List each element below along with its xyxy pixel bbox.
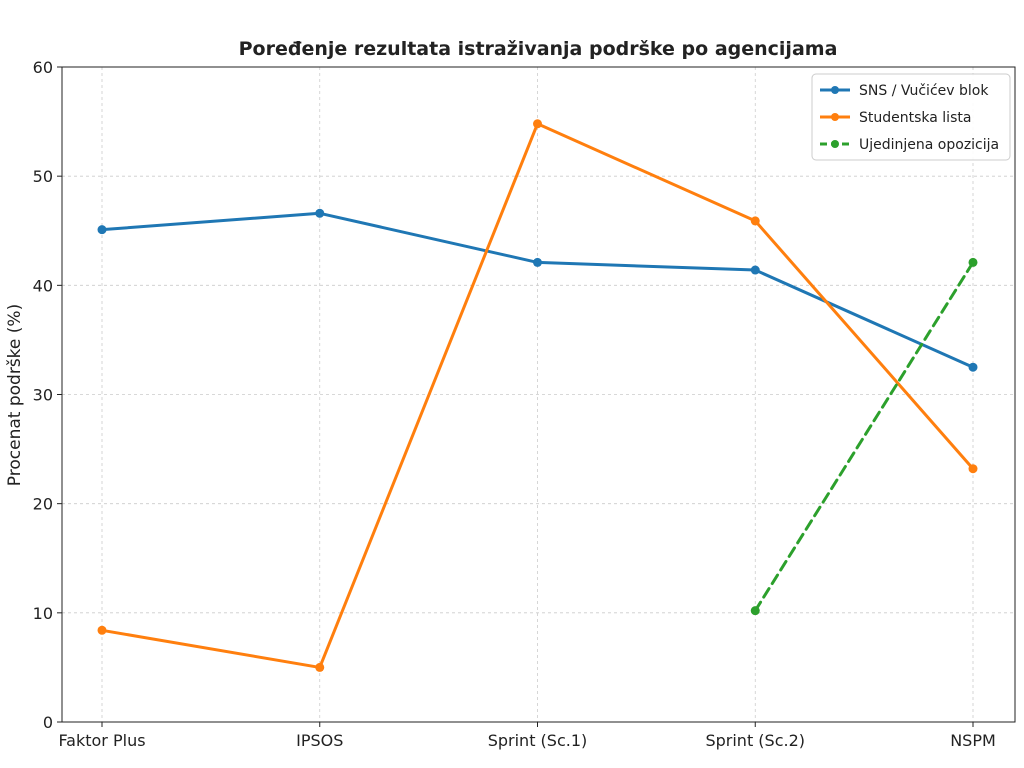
legend-box xyxy=(811,73,1011,161)
x-ticks: Faktor Plus IPSOS Sprint (Sc.1) Sprint (Sc.… xyxy=(58,722,996,750)
data-point xyxy=(968,257,978,267)
data-point xyxy=(750,216,760,226)
y-tick-label: 60 xyxy=(33,58,53,77)
legend: SNS / Vučićev blok Studentska lista Ujedin… xyxy=(811,73,1011,161)
series-lines xyxy=(97,119,978,672)
series-2 xyxy=(750,257,978,616)
legend-item: SNS / Vučićev blok xyxy=(820,83,989,99)
x-tick-label: Faktor Plus xyxy=(58,731,145,750)
legend-item: Ujedinjena opozicija xyxy=(820,137,999,153)
chart-title: Poređenje rezultata istraživanja podrške… xyxy=(239,38,838,60)
y-tick-label: 0 xyxy=(43,713,53,732)
x-tick-label: Sprint (Sc.2) xyxy=(705,731,805,750)
y-tick-label: 40 xyxy=(33,276,53,295)
y-tick-label: 10 xyxy=(33,604,53,623)
legend-marker xyxy=(831,86,839,94)
series-1 xyxy=(97,119,978,672)
legend-label: Ujedinjena opozicija xyxy=(859,137,999,153)
y-tick-label: 30 xyxy=(33,386,53,405)
x-tick-label: NSPM xyxy=(950,731,996,750)
y-tick-label: 20 xyxy=(33,495,53,514)
legend-label: SNS / Vučićev blok xyxy=(859,83,989,99)
data-point xyxy=(315,662,325,672)
data-point xyxy=(533,257,542,267)
y-ticks: 0 10 20 30 40 50 60 xyxy=(33,58,62,732)
data-point xyxy=(750,606,760,616)
x-tick-label: Sprint (Sc.1) xyxy=(488,731,588,750)
legend-item: Studentska lista xyxy=(820,110,971,126)
data-point xyxy=(97,225,107,235)
data-point xyxy=(533,119,542,129)
series-line xyxy=(753,260,975,613)
data-point xyxy=(315,208,325,218)
y-axis-label: Procenat podrške (%) xyxy=(5,304,25,486)
data-point xyxy=(97,625,107,635)
y-tick-label: 50 xyxy=(33,167,53,186)
legend-marker xyxy=(831,140,839,148)
data-point xyxy=(750,265,760,275)
data-point xyxy=(968,464,978,474)
data-point xyxy=(968,362,978,372)
x-tick-label: IPSOS xyxy=(296,731,343,750)
legend-marker xyxy=(831,113,839,121)
legend-label: Studentska lista xyxy=(859,110,971,126)
